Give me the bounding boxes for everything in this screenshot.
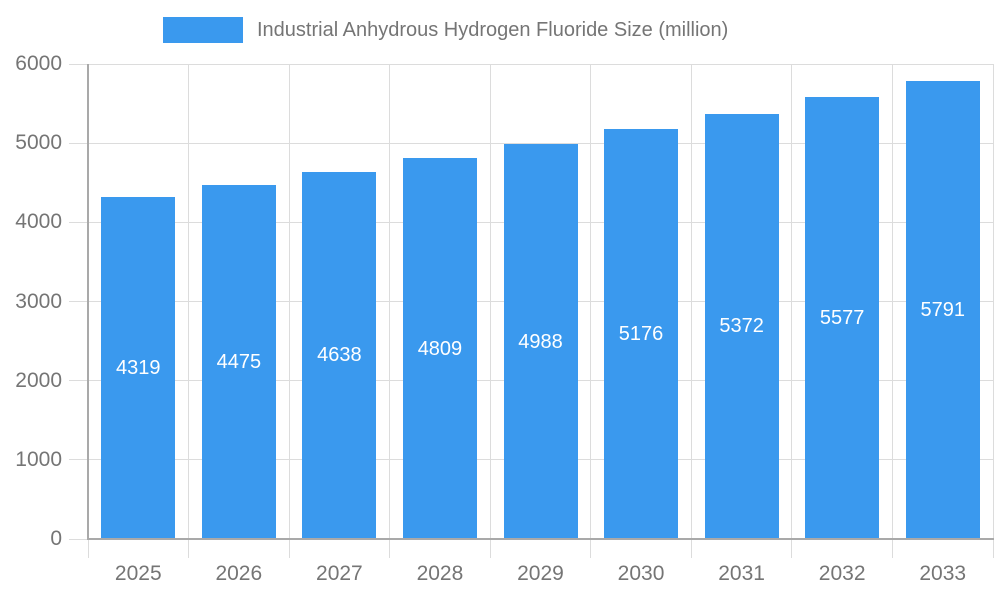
x-tick-label: 2030: [617, 562, 665, 585]
y-axis-tick: [69, 221, 88, 223]
gridline: [891, 64, 893, 539]
bar-value-label: 5372: [719, 315, 764, 338]
bar-2031[interactable]: [704, 113, 779, 539]
bar-value-label: 4638: [317, 344, 362, 367]
bar-2030[interactable]: [604, 129, 679, 539]
y-tick-label: 1000: [15, 447, 62, 471]
y-tick-label: 2000: [15, 368, 62, 392]
x-axis-tick: [389, 539, 391, 558]
x-axis-tick: [87, 539, 89, 558]
x-tick-label: 2032: [818, 562, 866, 585]
x-tick-label: 2027: [316, 562, 363, 585]
bar-value-label: 4988: [518, 330, 563, 353]
y-tick-label: 5000: [15, 131, 62, 155]
x-tick-label: 2025: [114, 562, 162, 585]
y-axis-tick: [69, 63, 88, 65]
gridline: [88, 142, 993, 144]
y-tick-label: 6000: [15, 52, 62, 75]
x-axis-line: [87, 538, 994, 540]
x-axis-tick: [590, 539, 592, 558]
x-tick-label: 2029: [517, 562, 564, 585]
y-axis-tick: [69, 301, 88, 302]
gridline: [791, 64, 793, 539]
gridline: [992, 64, 994, 539]
bar-2026[interactable]: [201, 184, 276, 539]
gridline: [489, 64, 491, 539]
y-tick-label: 3000: [15, 289, 62, 313]
y-axis-tick: [69, 380, 88, 382]
bar-value-label: 4475: [216, 350, 262, 373]
bar-2032[interactable]: [805, 97, 880, 539]
x-axis-tick: [791, 539, 793, 558]
bar-value-label: 5791: [920, 298, 965, 321]
gridline: [288, 64, 290, 539]
x-axis-tick: [690, 539, 692, 558]
x-axis-tick: [489, 539, 491, 558]
x-tick-label: 2028: [416, 562, 464, 585]
y-axis-tick: [69, 459, 88, 461]
y-axis-tick: [69, 142, 88, 144]
gridline: [690, 64, 692, 539]
bar-2027[interactable]: [302, 171, 377, 539]
gridline: [590, 64, 592, 539]
bar-2025[interactable]: [101, 197, 176, 539]
legend-swatch: [163, 17, 243, 43]
x-axis-tick: [891, 539, 893, 558]
bar-value-label: 4319: [116, 357, 161, 380]
x-tick-label: 2031: [718, 562, 765, 585]
gridline: [389, 64, 391, 539]
bar-value-label: 5176: [618, 323, 664, 346]
legend[interactable]: Industrial Anhydrous Hydrogen Fluoride S…: [163, 17, 728, 43]
x-axis-tick: [992, 539, 994, 558]
gridline: [188, 64, 190, 539]
legend-label: Industrial Anhydrous Hydrogen Fluoride S…: [257, 19, 729, 41]
bar-2033[interactable]: [905, 80, 980, 539]
bar-value-label: 4809: [417, 337, 463, 360]
y-axis-tick: [69, 538, 88, 540]
x-axis-tick: [288, 539, 290, 558]
bar-value-label: 5577: [819, 307, 865, 330]
gridline: [88, 63, 993, 65]
y-axis-line: [87, 64, 89, 540]
x-axis-tick: [188, 539, 190, 558]
bar-2029[interactable]: [503, 144, 578, 539]
bar-2028[interactable]: [402, 158, 477, 539]
x-tick-label: 2033: [919, 562, 967, 585]
y-tick-label: 4000: [15, 210, 62, 234]
y-tick-label: 0: [50, 527, 62, 550]
x-tick-label: 2026: [215, 562, 263, 585]
